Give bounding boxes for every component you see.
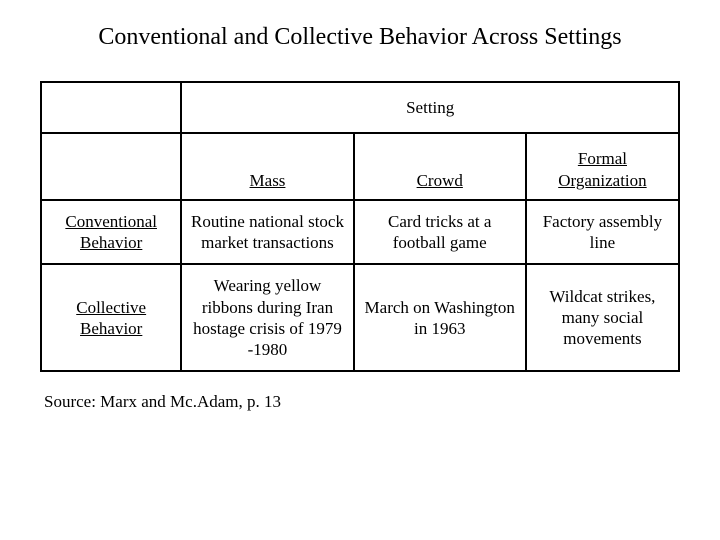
table-row: Setting [41, 82, 679, 133]
cell-collective-mass: Wearing yellow ribbons during Iran hosta… [181, 264, 353, 371]
cell-conventional-crowd: Card tricks at a football game [354, 200, 526, 265]
empty-cell [41, 133, 181, 200]
col-header-crowd: Crowd [354, 133, 526, 200]
behavior-table: Setting Mass Crowd Formal Organization C… [40, 81, 680, 372]
row-header-conventional: Conventional Behavior [41, 200, 181, 265]
row-header-collective: Collective Behavior [41, 264, 181, 371]
row-header-label-a: Conventional [65, 212, 157, 231]
slide: Conventional and Collective Behavior Acr… [0, 0, 720, 432]
table-row: Collective Behavior Wearing yellow ribbo… [41, 264, 679, 371]
cell-collective-formal: Wildcat strikes, many social movements [526, 264, 679, 371]
cell-collective-crowd: March on Washington in 1963 [354, 264, 526, 371]
row-header-label-b: Behavior [80, 319, 142, 338]
col-header-label: Formal Organization [558, 149, 646, 189]
table-row: Mass Crowd Formal Organization [41, 133, 679, 200]
cell-conventional-mass: Routine national stock market transactio… [181, 200, 353, 265]
table-row: Conventional Behavior Routine national s… [41, 200, 679, 265]
setting-header: Setting [181, 82, 679, 133]
col-header-label: Crowd [417, 171, 463, 190]
col-header-formal-org: Formal Organization [526, 133, 679, 200]
cell-conventional-formal: Factory assembly line [526, 200, 679, 265]
page-title: Conventional and Collective Behavior Acr… [40, 24, 680, 51]
empty-cell [41, 82, 181, 133]
row-header-label-b: Behavior [80, 233, 142, 252]
source-citation: Source: Marx and Mc.Adam, p. 13 [40, 392, 680, 412]
col-header-label: Mass [250, 171, 286, 190]
col-header-mass: Mass [181, 133, 353, 200]
row-header-label-a: Collective [76, 298, 146, 317]
